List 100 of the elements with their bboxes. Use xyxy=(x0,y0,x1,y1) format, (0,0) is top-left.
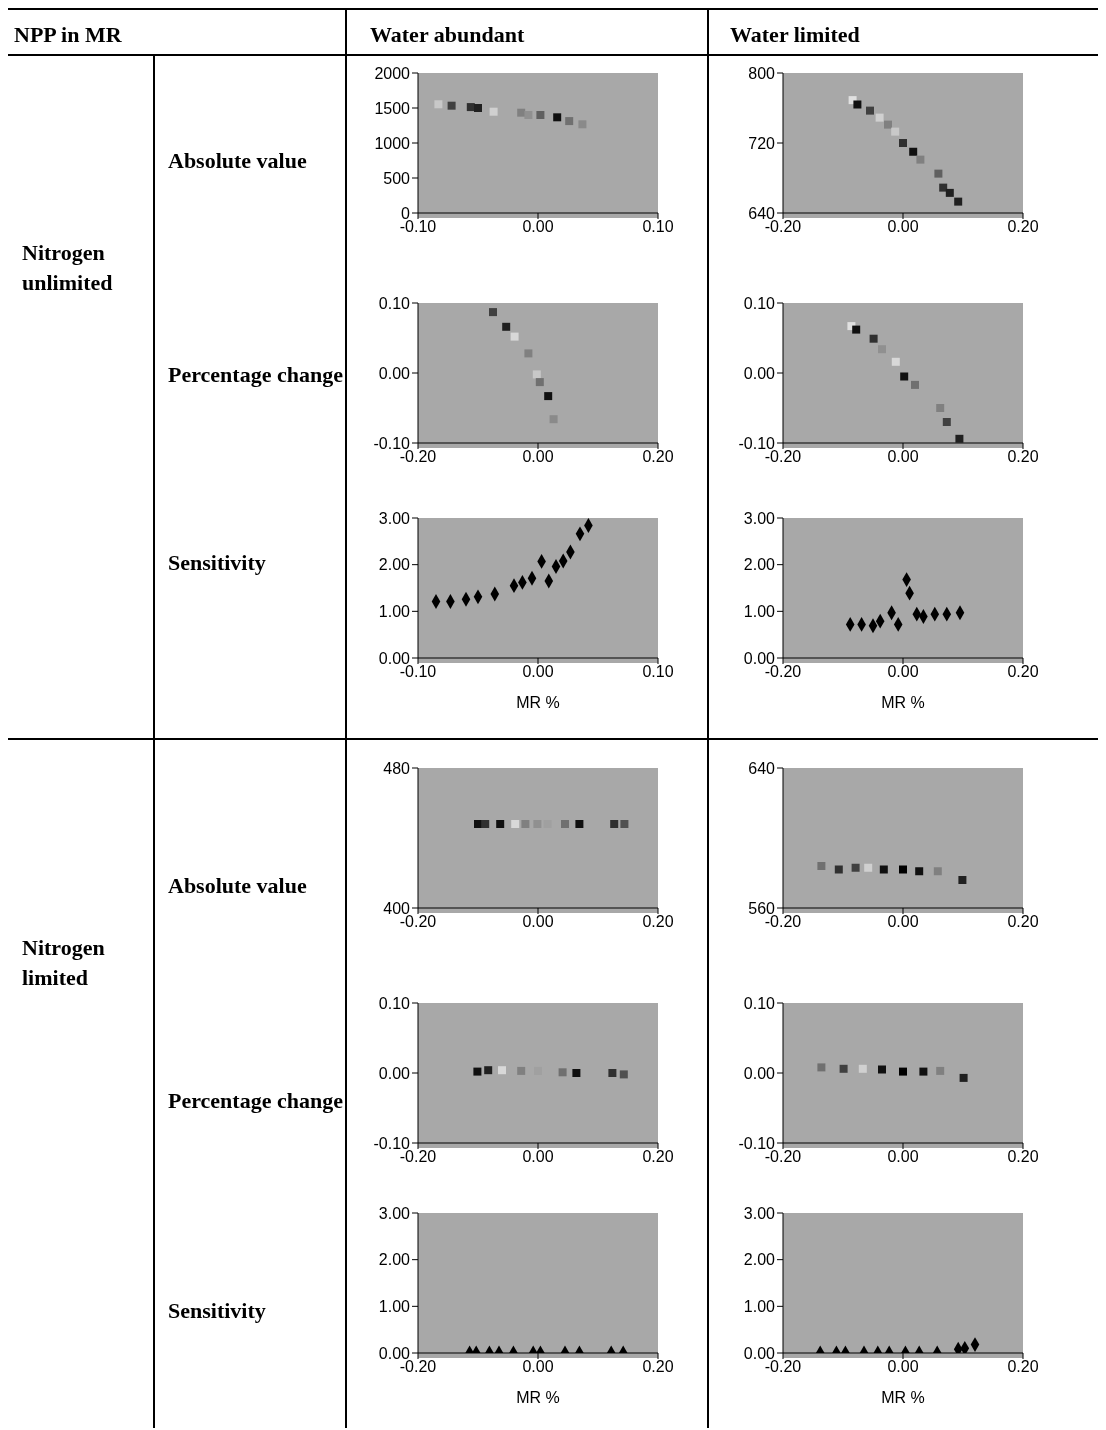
point xyxy=(434,100,443,109)
point xyxy=(553,113,562,122)
point xyxy=(817,1063,826,1072)
x-tick-label: -0.20 xyxy=(764,218,802,236)
x-tick-label: 0.00 xyxy=(887,663,919,681)
x-axis-title: MR % xyxy=(516,1389,560,1406)
y-tick-label: 3.00 xyxy=(743,509,776,527)
x-tick-label: 0.10 xyxy=(642,218,674,236)
x-tick-label: 0.20 xyxy=(1007,448,1039,466)
x-tick-label: 0.20 xyxy=(1007,663,1039,681)
point xyxy=(933,867,942,876)
point xyxy=(936,1066,945,1075)
x-axis-title: MR % xyxy=(881,694,925,711)
y-tick-label: 0.00 xyxy=(743,364,776,382)
y-tick-label: 500 xyxy=(383,169,411,187)
point xyxy=(524,111,533,119)
x-tick-label: 0.00 xyxy=(522,1358,554,1376)
x-tick-label: 0.20 xyxy=(642,448,674,466)
point xyxy=(578,120,587,129)
x-tick-label: -0.20 xyxy=(764,1148,802,1166)
text: Percentage change xyxy=(168,361,344,389)
point xyxy=(502,322,511,331)
x-tick-label: -0.20 xyxy=(764,663,802,681)
y-tick-label: 2000 xyxy=(374,64,411,82)
point xyxy=(939,183,948,192)
point xyxy=(535,378,544,387)
x-tick-label: 0.20 xyxy=(642,913,674,931)
point xyxy=(869,334,878,343)
point xyxy=(891,127,900,136)
y-tick-label: 1000 xyxy=(374,134,411,152)
point xyxy=(565,117,574,126)
y-tick-label: 640 xyxy=(748,759,776,777)
text: Percentage change xyxy=(168,1087,344,1115)
x-tick-label: -0.20 xyxy=(764,448,802,466)
point xyxy=(866,106,874,115)
y-tick-label: 0.00 xyxy=(378,364,411,382)
point xyxy=(916,155,925,164)
point xyxy=(899,1067,907,1076)
x-tick-label: 0.00 xyxy=(887,1148,919,1166)
text: Water limited xyxy=(730,21,861,49)
point xyxy=(909,147,918,156)
point xyxy=(945,188,954,197)
y-tick-label: 3.00 xyxy=(743,1204,776,1222)
y-tick-label: 0.00 xyxy=(743,1064,776,1082)
point xyxy=(878,345,886,354)
point xyxy=(942,418,951,426)
x-tick-label: 0.20 xyxy=(642,1358,674,1376)
point xyxy=(851,863,860,872)
y-tick-label: 480 xyxy=(383,759,411,777)
x-tick-label: 0.00 xyxy=(522,1148,554,1166)
x-tick-label: 0.00 xyxy=(522,218,554,236)
point xyxy=(958,876,967,884)
point xyxy=(875,113,884,122)
y-tick-label: 2.00 xyxy=(378,1251,411,1269)
point xyxy=(899,139,907,147)
point xyxy=(474,104,482,112)
y-tick-label: 2.00 xyxy=(743,1251,776,1269)
x-tick-label: 0.20 xyxy=(642,1148,674,1166)
y-tick-label: 0.10 xyxy=(378,994,411,1012)
x-tick-label: 0.00 xyxy=(522,663,554,681)
y-tick-label: 1.00 xyxy=(743,1298,776,1316)
x-tick-label: 0.20 xyxy=(1007,913,1039,931)
point xyxy=(852,325,861,334)
x-tick-label: 0.20 xyxy=(1007,1358,1039,1376)
x-tick-label: -0.20 xyxy=(399,448,437,466)
point xyxy=(532,370,541,379)
text: Nitrogen limited xyxy=(22,934,106,992)
y-tick-label: 0.10 xyxy=(743,294,776,312)
y-tick-label: 0.10 xyxy=(378,294,411,312)
point xyxy=(879,865,888,874)
point xyxy=(915,867,924,876)
text: NPP in MR xyxy=(14,21,123,49)
point xyxy=(884,120,892,129)
text: Nitrogen unlimited xyxy=(22,239,114,297)
point xyxy=(517,108,526,117)
x-tick-label: 0.00 xyxy=(522,448,554,466)
x-tick-label: -0.20 xyxy=(399,1358,437,1376)
point xyxy=(447,101,456,110)
point xyxy=(544,392,553,401)
y-tick-label: 720 xyxy=(748,134,776,152)
point xyxy=(959,1073,968,1082)
y-tick-label: 2.00 xyxy=(378,556,411,574)
x-tick-label: -0.20 xyxy=(764,913,802,931)
y-tick-label: 0.10 xyxy=(743,994,776,1012)
x-tick-label: 0.20 xyxy=(1007,218,1039,236)
x-tick-label: -0.20 xyxy=(399,1148,437,1166)
y-tick-label: 3.00 xyxy=(378,509,411,527)
text: Absolute value xyxy=(168,872,308,900)
x-tick-label: 0.00 xyxy=(887,1358,919,1376)
point xyxy=(489,308,497,317)
y-tick-label: 800 xyxy=(748,64,776,82)
point xyxy=(524,349,533,358)
point xyxy=(853,100,862,109)
text: Absolute value xyxy=(168,147,308,175)
point xyxy=(911,380,919,389)
text: Water abundant xyxy=(370,21,526,49)
point xyxy=(858,1064,867,1073)
y-tick-label: 3.00 xyxy=(378,1204,411,1222)
point xyxy=(834,865,843,874)
point xyxy=(954,197,963,206)
